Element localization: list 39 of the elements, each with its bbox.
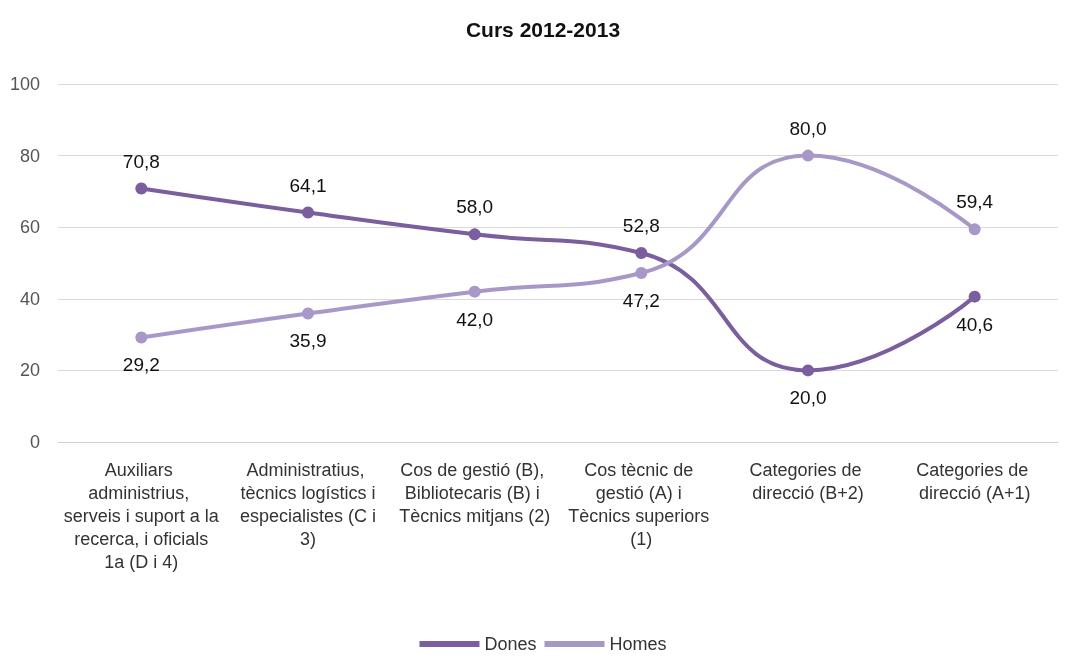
point bbox=[635, 246, 648, 259]
data-label: 29,2 bbox=[122, 354, 160, 376]
point bbox=[968, 223, 981, 236]
x-tick-label: Cos tècnic de gestió (A) i Tècnics superiors (1) bbox=[568, 459, 715, 549]
data-label: 80,0 bbox=[789, 117, 827, 139]
point bbox=[635, 267, 648, 280]
data-label: 64,1 bbox=[289, 174, 327, 196]
point bbox=[468, 285, 481, 298]
data-label: 58,0 bbox=[456, 196, 494, 218]
data-label: 40,6 bbox=[956, 313, 994, 335]
point bbox=[135, 182, 148, 195]
x-tick-label: Categories de direcció (B+2) bbox=[749, 459, 867, 503]
point bbox=[302, 206, 314, 219]
point bbox=[802, 364, 814, 377]
legend-label: Dones bbox=[484, 634, 537, 654]
data-label: 20,0 bbox=[789, 387, 827, 409]
chart-title: Curs 2012-2013 bbox=[465, 18, 621, 41]
data-label: 35,9 bbox=[289, 330, 327, 352]
data-label: 59,4 bbox=[956, 191, 994, 213]
y-tick-label: 0 bbox=[29, 432, 40, 452]
legend-label: Homes bbox=[609, 634, 667, 654]
y-tick-label: 80 bbox=[19, 145, 40, 166]
data-label: 70,8 bbox=[122, 150, 160, 172]
point bbox=[468, 228, 481, 241]
point bbox=[968, 290, 981, 303]
point bbox=[802, 149, 814, 162]
y-tick-label: 40 bbox=[19, 288, 40, 309]
x-tick-label: Auxiliars administrius, serveis i suport a la recerca, i oficials 1a (D i 4) bbox=[63, 459, 220, 572]
y-tick-label: 100 bbox=[9, 74, 40, 94]
point bbox=[135, 331, 148, 344]
y-tick-label: 60 bbox=[19, 217, 40, 238]
x-tick-label: Cos de gestió (B), Bibliotecaris (B) i Tècnics mitjans (2) bbox=[399, 459, 551, 526]
point bbox=[302, 307, 314, 320]
data-label: 42,0 bbox=[456, 308, 494, 330]
data-label: 52,8 bbox=[622, 214, 660, 236]
y-tick-label: 20 bbox=[19, 360, 40, 381]
data-label: 47,2 bbox=[622, 290, 660, 312]
x-tick-label: Administratius, tècnics logístics i especialistes (C i 3) bbox=[234, 459, 382, 549]
x-tick-label: Categories de direcció (A+1) bbox=[916, 459, 1034, 503]
